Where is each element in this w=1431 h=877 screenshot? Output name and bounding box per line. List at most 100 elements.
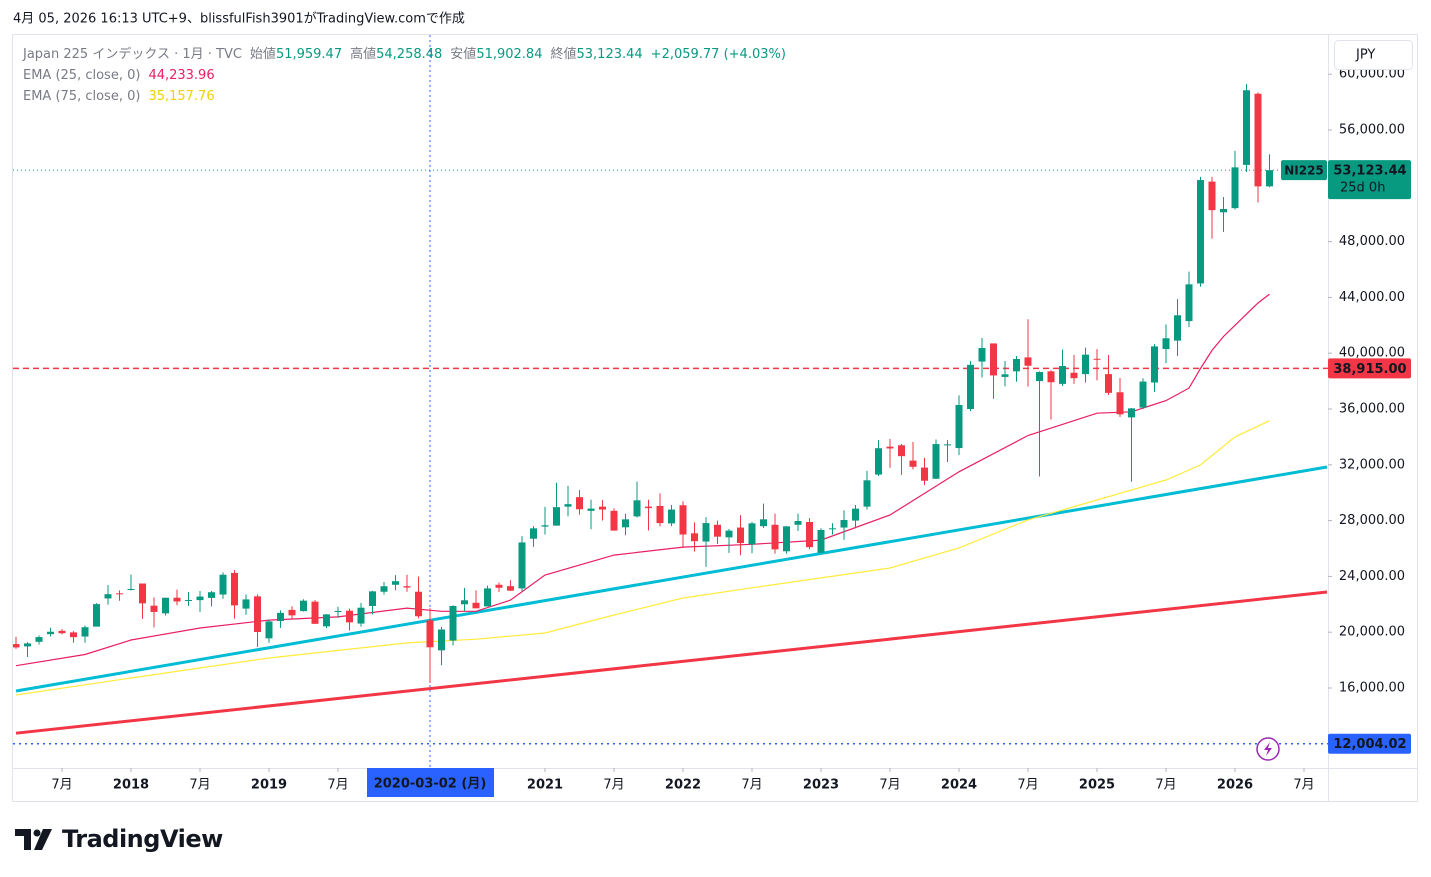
x-tick-label: 7月 [1293,778,1314,793]
candle-body [1116,392,1124,415]
candle-body [668,509,675,524]
y-tick-label: 24,000.00 [1339,569,1405,584]
ema-value: 44,233.96 [148,68,214,83]
candle-body [1047,371,1055,383]
currency-button[interactable]: JPY [1334,40,1413,70]
y-tick-label: 28,000.00 [1339,513,1405,528]
y-tick-label: 40,000.00 [1339,346,1405,361]
candle-body [1128,408,1135,418]
candle-body [415,591,422,617]
candle-body [909,460,917,467]
caption: 4月 05, 2026 16:13 UTC+9、blissfulFish3901… [13,12,465,27]
candle-body [587,508,595,511]
y-tick-label: 44,000.00 [1339,290,1405,305]
candle-body [1197,180,1204,284]
ema-line [15,420,1270,696]
candle-body [127,588,135,590]
candle-body [898,445,905,457]
candle-body [1162,338,1170,350]
candle-body [760,519,767,527]
trendline [15,465,1328,693]
ohlc-label: 始値 [250,46,276,62]
candle-body [1139,381,1147,408]
candle-body [990,343,997,376]
last-price-tag [1328,160,1411,200]
ema-value: 35,157.76 [148,89,214,104]
change-value: +2,059.77 (+4.03%) [651,47,786,62]
candle-body [1013,359,1020,372]
x-tick-label: 7月 [1017,778,1038,793]
candle-body [541,525,549,527]
y-tick-label: 36,000.00 [1339,401,1405,416]
candle-body [104,594,112,599]
brand-name: TradingView [62,825,223,853]
candle-body [231,572,238,606]
candle-body [380,586,388,592]
ema-legend: EMA (25, close, 0) 44,233.96 [23,68,215,83]
candle-body [1231,167,1239,209]
x-tick-label: 2026 [1217,778,1253,793]
candle-body [357,607,365,624]
candle-body [254,596,261,632]
candle-body [449,605,457,641]
x-tick-label: 2021 [527,778,563,793]
ema-name: EMA (75, close, 0) [23,89,140,104]
candle-body [58,630,66,634]
symbol-name: Japan 225 インデックス · 1月 · TVC [22,46,242,62]
x-tick-label: 2019 [251,778,287,793]
candle-body [656,505,664,524]
ohlc-label: 安値 [450,46,476,62]
candle-body [610,510,618,531]
x-tick-label: 7月 [741,778,762,793]
candle-body [645,506,652,509]
candle-body [725,530,733,538]
alert-icon[interactable] [1256,737,1280,761]
candle-body [840,520,848,528]
plot-area [13,35,1328,768]
x-tick-label: 7月 [327,778,348,793]
ema-line [15,293,1270,667]
price-line-tag [1328,358,1411,379]
candle-body [944,444,951,446]
candle-body [564,504,572,507]
ohlc-value: 51,902.84 [476,47,542,62]
candle-body [1059,366,1066,384]
candle-body [875,448,882,475]
symbol-label: NI225 [1284,164,1324,178]
x-tick-label: 2018 [113,778,149,793]
price-line-label: 38,915.00 [1333,362,1406,377]
candle-body [829,528,836,530]
candle-body [185,600,192,602]
candle-body [1208,181,1216,211]
candle-body [783,526,790,552]
axes: 16,000.00 20,000.00 24,000.00 28,000.00 32,0… [51,67,1405,793]
candle-body [392,581,399,585]
candle-body [978,348,986,362]
ema-legend: EMA (75, close, 0) 35,157.76 [23,89,215,104]
candle-body [863,480,871,507]
candle-body [403,586,411,588]
chart-frame [12,34,1418,802]
candle-body [81,627,89,637]
candle-body [311,601,319,624]
candle-body [150,605,158,612]
ohlc-label: 高値 [350,46,376,62]
ohlc-value: 54,258.48 [376,47,442,62]
x-tick-label: 7月 [603,778,624,793]
candle-body [1254,93,1262,187]
candle-body [300,600,307,612]
candle-body [806,521,813,548]
candle-body [1036,372,1043,382]
candle-body [13,644,20,648]
candle-body [265,621,273,639]
candle-body [219,574,227,595]
candle-body [553,507,560,526]
candle-body [461,600,468,605]
ema-name: EMA (25, close, 0) [23,68,140,83]
candle-body [35,637,43,642]
candle-body [24,643,31,647]
candle-body [47,631,54,635]
x-tick-label: 2025 [1079,778,1115,793]
x-tick-label: 2022 [665,778,701,793]
